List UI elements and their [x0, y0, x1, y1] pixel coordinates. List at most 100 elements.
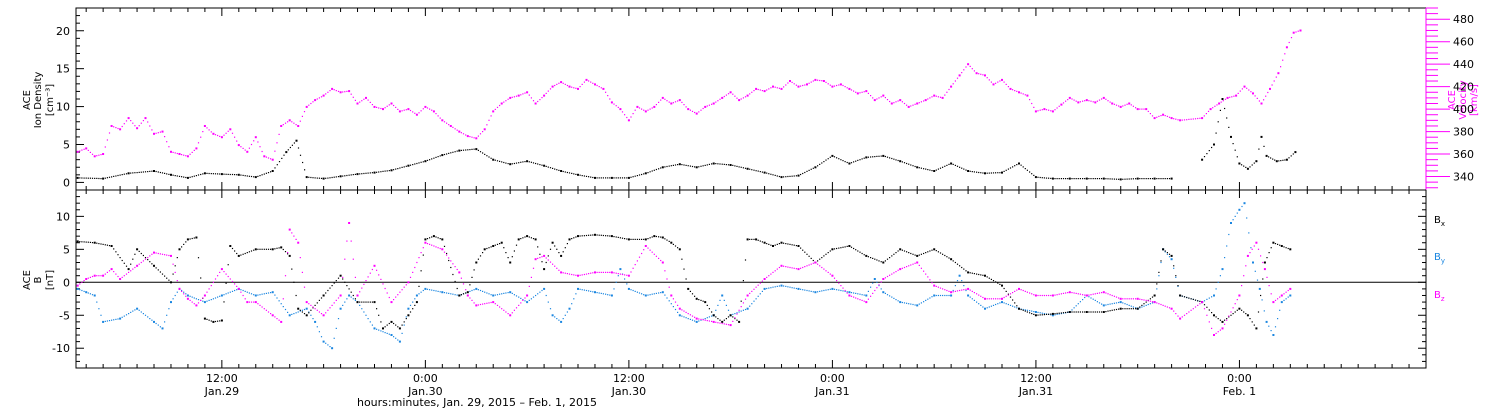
density-series-point [1145, 178, 1147, 180]
by-series-point [736, 312, 738, 314]
bx-series-point [96, 242, 98, 244]
bx-series-point [897, 250, 899, 252]
bz-series-point [848, 294, 851, 297]
velocity-series-point [181, 154, 183, 156]
by-series-point [220, 294, 223, 297]
by-series-point [1012, 305, 1014, 307]
bz-series-point [526, 294, 529, 297]
bx-series-point [627, 238, 630, 241]
velocity-series-point [526, 91, 529, 94]
velocity-series-point [916, 102, 919, 105]
bz-series-point [658, 257, 660, 259]
velocity-series-point [386, 105, 388, 107]
bz-series-point [197, 302, 200, 304]
velocity-series-point [785, 84, 787, 86]
bz-series-point [499, 306, 501, 308]
bz-series-point [897, 269, 899, 271]
bz-series-point [649, 249, 651, 251]
bz-series-point [333, 302, 335, 304]
bz-series-point [254, 301, 257, 304]
by-series-point [742, 309, 744, 311]
density-series-point [331, 176, 333, 179]
by-series-point [1224, 257, 1226, 259]
bx-series-point [1071, 311, 1073, 313]
density-series-point [253, 176, 255, 178]
density-series-point [310, 176, 312, 179]
bx-series-point [288, 254, 291, 257]
bz-series-point [1221, 327, 1224, 330]
bz-series-point [727, 324, 730, 326]
by-series-point [717, 304, 719, 306]
velocity-series-point [842, 84, 844, 87]
density-series-point [429, 159, 431, 161]
density-series [76, 98, 1297, 181]
bz-series-point [420, 252, 422, 254]
by-series-point [683, 316, 685, 318]
by-series-point [984, 307, 986, 310]
by-series-point [823, 289, 825, 292]
density-series-point [1079, 178, 1081, 180]
density-series-point [683, 164, 685, 166]
velocity-series-point [583, 81, 585, 83]
bz-series-point [814, 261, 817, 264]
bx-series-point [870, 257, 872, 259]
velocity-series-point [1267, 91, 1269, 94]
bx-series-point [1279, 244, 1281, 246]
density-series-point [817, 165, 819, 167]
bz-series-point [151, 253, 153, 255]
velocity-series-point [549, 88, 552, 90]
density-series-point [242, 174, 244, 176]
velocity-series-point [1090, 100, 1092, 102]
bx-series-point [147, 259, 149, 261]
bx-series-point [121, 259, 123, 262]
bz-series-point [168, 254, 170, 257]
density-series-point [1014, 165, 1016, 167]
bx-series-point [668, 240, 670, 242]
by-series-point [91, 294, 94, 296]
bz-series-point [257, 303, 259, 305]
bx-series-point [89, 241, 91, 243]
density-series-point [352, 174, 354, 176]
by-series-point [115, 318, 117, 320]
bz-series-point [664, 270, 666, 272]
by-series-point [556, 318, 558, 320]
density-series-point [918, 167, 920, 169]
velocity-series-point [759, 89, 761, 91]
bz-series-point [554, 265, 556, 267]
by-series-point [937, 294, 939, 297]
density-series-point [142, 171, 144, 173]
velocity-series-point [335, 90, 337, 92]
velocity-series-point [889, 100, 891, 103]
bx-series-point [598, 234, 600, 236]
bx-series-point [494, 244, 496, 246]
bx-series-point [727, 316, 730, 318]
bz-series-point [291, 232, 293, 234]
bx-series-point [229, 245, 232, 247]
velocity-series-point [1045, 109, 1048, 111]
velocity-series-point [223, 134, 225, 136]
x-tick-label-date: Jan.30 [611, 385, 646, 398]
by-series-point [280, 303, 282, 305]
density-series-point [607, 177, 609, 179]
by-series-point [270, 292, 272, 294]
by-series-point [1248, 232, 1250, 234]
by-series-point [876, 281, 878, 283]
by-series-point [121, 316, 123, 318]
velocity-series-point [681, 101, 683, 103]
bz-series-point [195, 304, 198, 307]
velocity-series-point [655, 104, 657, 106]
density-series-point [795, 175, 797, 177]
density-series-point [254, 176, 257, 179]
bz-series-point [494, 303, 496, 305]
bz-series-point [1145, 299, 1147, 301]
by-series-point [348, 294, 351, 297]
by-series-point [301, 309, 303, 311]
density-series-point [181, 176, 183, 178]
bx-series-point [465, 292, 467, 294]
velocity-series-point [253, 140, 255, 142]
bx-series-point [303, 313, 306, 315]
density-series-point [1253, 162, 1255, 164]
velocity-series-point [744, 96, 747, 98]
bx-series-point [1141, 304, 1143, 306]
by-series-point [564, 314, 566, 316]
